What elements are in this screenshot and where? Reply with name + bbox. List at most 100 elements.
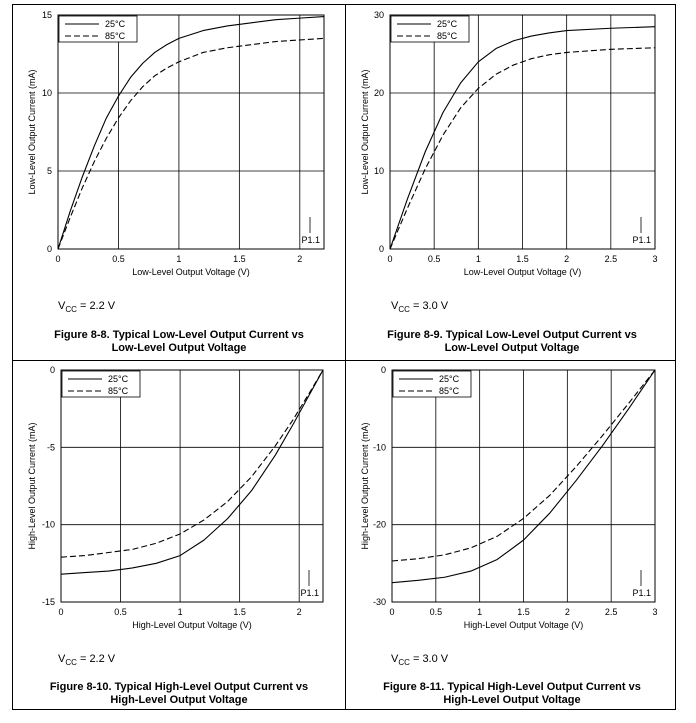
- x-tick-label: 1: [476, 254, 481, 264]
- figure-table: [12, 4, 676, 710]
- plot-frame: [60, 369, 324, 603]
- y-tick-label: 0: [379, 244, 384, 254]
- caption-line-2: High-Level Output Voltage: [443, 694, 581, 706]
- vcc-label: VCC = 3.0 V: [391, 300, 449, 315]
- series-line-25C: [389, 26, 656, 250]
- x-tick-label: 1.5: [517, 607, 530, 617]
- y-tick-label: 5: [47, 166, 52, 176]
- x-tick-label: 1: [477, 607, 482, 617]
- plot-frame: [57, 14, 325, 250]
- x-tick-label: 3: [652, 607, 657, 617]
- y-tick-label: 10: [42, 88, 52, 98]
- y-tick-label: -10: [42, 520, 55, 530]
- figure-8-11-panel: 0 0.5 1 1.5 2 2.5 3 0 -10 -20 -30 High-Level Output…: [346, 361, 678, 717]
- y-tick-label: 0: [381, 365, 386, 375]
- y-tick-label: -30: [373, 597, 386, 607]
- x-tick-label: 0.5: [114, 607, 127, 617]
- y-tick-label: -5: [47, 442, 55, 452]
- figure-caption: Figure 8-9. Typical Low-Level Output Cur…: [346, 329, 678, 355]
- y-tick-label: -20: [373, 520, 386, 530]
- figure-8-9-panel: 0 0.5 1 1.5 2 2.5 3 0 10 20 30 Low-Level Output Vol…: [346, 5, 678, 361]
- x-tick-label: 1.5: [233, 254, 246, 264]
- legend-label: 85°C: [437, 31, 458, 41]
- y-tick-label: -15: [42, 597, 55, 607]
- figure-caption: Figure 8-10. Typical High-Level Output C…: [13, 681, 345, 707]
- caption-line-1: Figure 8-11. Typical High-Level Output C…: [383, 681, 641, 693]
- y-axis-label: High-Level Output Current (mA): [27, 422, 37, 549]
- series-line-25C: [60, 369, 324, 575]
- caption-line-2: High-Level Output Voltage: [110, 694, 248, 706]
- y-tick-label: 0: [50, 365, 55, 375]
- legend-box: [61, 370, 141, 398]
- x-tick-label: 2: [297, 254, 302, 264]
- y-tick-label: 20: [374, 88, 384, 98]
- figure-caption: Figure 8-8. Typical Low-Level Output Cur…: [13, 329, 345, 355]
- x-tick-label: 1.5: [233, 607, 246, 617]
- caption-line-1: Figure 8-10. Typical High-Level Output C…: [49, 681, 309, 693]
- series-line-85C: [391, 369, 656, 562]
- caption-line-2: Low-Level Output Voltage: [444, 342, 580, 354]
- y-tick-label: 15: [42, 10, 52, 20]
- legend-box: [392, 370, 472, 398]
- x-tick-label: 3: [652, 254, 657, 264]
- legend-label: 25°C: [105, 19, 126, 29]
- legend-label: 85°C: [105, 31, 126, 41]
- pin-annotation: P1.1: [632, 235, 651, 245]
- x-tick-label: 2: [564, 254, 569, 264]
- pin-annotation: P1.1: [632, 588, 651, 598]
- x-tick-label: 2.5: [605, 254, 618, 264]
- x-tick-label: 0.5: [430, 607, 443, 617]
- x-tick-label: 2.5: [605, 607, 618, 617]
- caption-line-1: Figure 8-8. Typical Low-Level Output Cur…: [54, 329, 304, 341]
- figure-8-10-panel: 0 0.5 1 1.5 2 0 -5 -10 -15 High-Level Output Volt…: [13, 361, 345, 717]
- y-axis-label: Low-Level Output Current (mA): [360, 69, 370, 194]
- high-level-current-chart-3v0: 0 0.5 1 1.5 2 2.5 3 0 -10 -20 -30 High-Level Output…: [360, 365, 658, 630]
- x-tick-label: 1.5: [516, 254, 529, 264]
- pin-annotation: P1.1: [301, 235, 320, 245]
- legend-label: 85°C: [108, 386, 129, 396]
- y-axis-label: High-Level Output Current (mA): [360, 422, 370, 549]
- x-axis-label: High-Level Output Voltage (V): [132, 620, 252, 630]
- series-line-85C: [389, 47, 656, 250]
- legend-label: 25°C: [437, 19, 458, 29]
- y-tick-label: 0: [47, 244, 52, 254]
- legend-label: 25°C: [108, 374, 129, 384]
- x-tick-label: 0: [389, 607, 394, 617]
- y-tick-label: 10: [374, 166, 384, 176]
- pin-annotation: P1.1: [300, 588, 319, 598]
- series-line-25C: [57, 16, 325, 250]
- y-tick-label: 30: [374, 10, 384, 20]
- legend-box: [390, 15, 470, 43]
- x-tick-label: 2: [565, 607, 570, 617]
- vcc-label: VCC = 3.0 V: [391, 653, 449, 668]
- caption-line-1: Figure 8-9. Typical Low-Level Output Cur…: [387, 329, 637, 341]
- x-tick-label: 1: [178, 607, 183, 617]
- plot-frame: [391, 369, 656, 603]
- x-tick-label: 0.5: [428, 254, 441, 264]
- high-level-current-chart-2v2: 0 0.5 1 1.5 2 0 -5 -10 -15 High-Level Output Volt…: [27, 365, 324, 630]
- series-line-85C: [57, 37, 325, 250]
- table-vertical-divider: [345, 4, 346, 710]
- y-axis-label: Low-Level Output Current (mA): [27, 69, 37, 194]
- plot-frame: [389, 14, 656, 250]
- x-tick-label: 0: [55, 254, 60, 264]
- figure-caption: Figure 8-11. Typical High-Level Output C…: [346, 681, 678, 707]
- x-tick-label: 2: [297, 607, 302, 617]
- x-axis-label: High-Level Output Voltage (V): [464, 620, 584, 630]
- x-tick-label: 0: [387, 254, 392, 264]
- caption-line-2: Low-Level Output Voltage: [111, 342, 247, 354]
- y-tick-label: -10: [373, 442, 386, 452]
- legend-box: [58, 15, 138, 43]
- table-horizontal-divider: [12, 360, 676, 361]
- x-tick-label: 0: [58, 607, 63, 617]
- series-line-85C: [60, 369, 324, 558]
- x-tick-label: 1: [176, 254, 181, 264]
- x-axis-label: Low-Level Output Voltage (V): [464, 267, 582, 277]
- x-axis-label: Low-Level Output Voltage (V): [132, 267, 250, 277]
- vcc-label: VCC = 2.2 V: [58, 300, 116, 315]
- legend-label: 25°C: [439, 374, 460, 384]
- vcc-label: VCC = 2.2 V: [58, 653, 116, 668]
- x-tick-label: 0.5: [112, 254, 125, 264]
- legend-label: 85°C: [439, 386, 460, 396]
